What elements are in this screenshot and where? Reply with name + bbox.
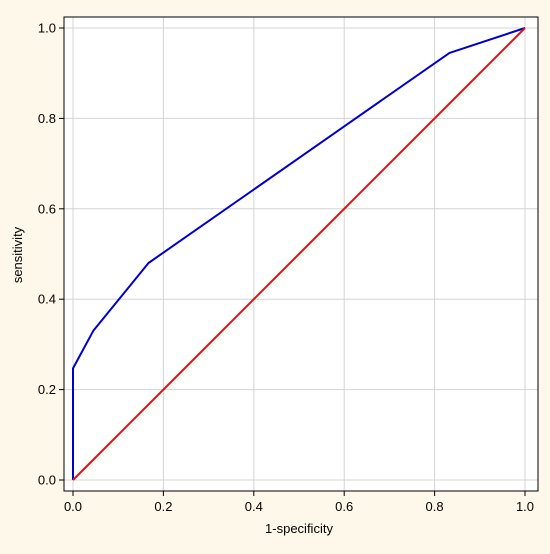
reference-diagonal-line [72,27,526,481]
y-tick-label: 0.4 [38,292,56,307]
x-tick-label: 0.8 [426,499,444,514]
x-tick-label: 0.6 [335,499,353,514]
x-tick-label: 0.4 [245,499,263,514]
y-tick-label: 0.0 [38,473,56,488]
roc-curve-line [72,27,526,480]
y-tick-label: 1.0 [38,21,56,36]
y-tick-label: 0.6 [38,201,56,216]
plot-frame [63,16,539,492]
x-axis-label: 1-specificity [265,521,333,536]
grid-lines [64,17,538,491]
y-axis-label: sensitivity [10,226,25,283]
plot-area [63,16,539,492]
x-tick-label: 1.0 [516,499,534,514]
series-layer [72,27,526,481]
y-tick-label: 0.2 [38,382,56,397]
axis-ticks: 0.0 0.2 0.4 0.6 0.8 1.0 0.0 0.2 0.4 0.6 0.8 1.0 [38,21,534,515]
x-tick-label: 0.0 [64,499,82,514]
y-tick-label: 0.8 [38,111,56,126]
x-tick-label: 0.2 [154,499,172,514]
